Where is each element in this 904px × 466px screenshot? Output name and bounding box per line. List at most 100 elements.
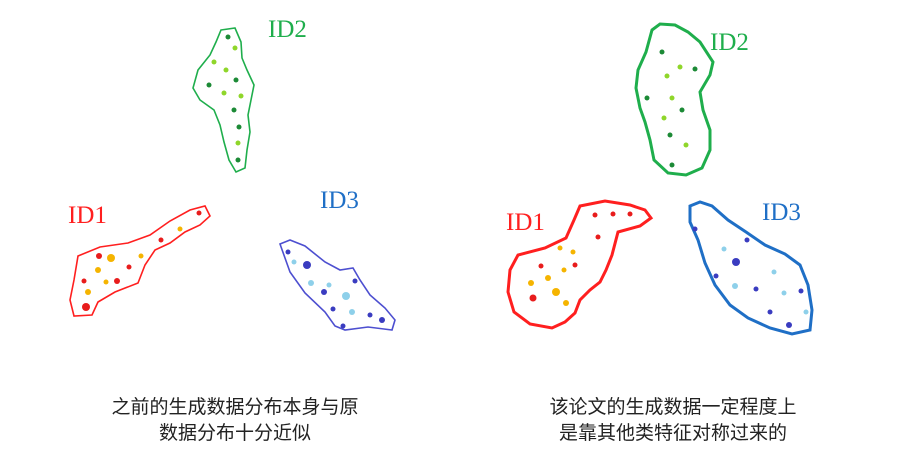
left-id3-point <box>367 312 373 318</box>
left-id2-point <box>236 124 242 130</box>
left-id2-point <box>238 93 244 99</box>
left-id1-point <box>81 278 87 284</box>
right-id2-point <box>669 162 675 168</box>
left-caption-line-2: 数据分布十分近似 <box>158 422 311 444</box>
left-id3-point <box>342 292 350 300</box>
right-id3-point <box>744 237 750 243</box>
right-id3-boundary <box>688 200 814 336</box>
left-id2-point <box>232 45 238 51</box>
left-id3-point <box>379 317 385 323</box>
left-id1-point <box>82 303 90 311</box>
left-id1-point <box>126 264 132 270</box>
right-id2-label: ID2 <box>710 29 749 56</box>
right-id2-point <box>644 95 650 101</box>
left-id2-point <box>231 107 237 113</box>
right-id1-point <box>529 294 537 302</box>
right-cluster-id2: ID2 <box>634 22 749 177</box>
right-id1-point <box>627 211 633 217</box>
right-id3-point <box>771 269 777 275</box>
right-id2-point <box>664 73 670 79</box>
right-id2-point <box>679 107 685 113</box>
left-id2-point <box>225 34 231 40</box>
left-id1-point <box>107 254 115 262</box>
right-id3-point <box>732 258 740 266</box>
left-id3-point <box>326 282 332 288</box>
right-id3-point <box>786 322 792 328</box>
right-panel: ID2 ID1 <box>506 22 814 336</box>
right-caption: 该论文的生成数据一定程度上 是靠其他类特征对称过来的 <box>503 394 843 446</box>
right-id1-point <box>610 211 616 217</box>
right-cluster-id3: ID3 <box>688 199 814 336</box>
left-id3-point <box>340 323 346 329</box>
right-caption-line-1: 该论文的生成数据一定程度上 <box>549 396 797 418</box>
left-id1-point <box>95 267 101 273</box>
right-id1-point <box>552 288 560 296</box>
left-id3-point <box>303 261 311 269</box>
left-id1-point <box>158 237 164 243</box>
left-id1-point <box>85 289 91 295</box>
left-id3-boundary <box>278 239 396 331</box>
left-id3-label: ID3 <box>320 187 359 214</box>
left-id1-point <box>196 210 202 216</box>
left-cluster-id1: ID1 <box>68 202 211 317</box>
right-id3-point <box>767 309 773 315</box>
right-id3-point <box>798 288 804 294</box>
left-id3-point <box>321 289 327 295</box>
right-id3-point <box>781 290 787 296</box>
left-id2-label: ID2 <box>268 16 307 43</box>
left-id1-point <box>177 226 183 232</box>
right-id1-point <box>545 275 551 281</box>
left-cluster-id3: ID3 <box>278 187 396 331</box>
right-id1-point <box>528 280 534 286</box>
left-id1-point <box>138 253 144 259</box>
right-id2-point <box>677 64 683 70</box>
left-id3-point <box>308 280 314 286</box>
left-id3-point <box>352 278 358 284</box>
left-id2-boundary <box>192 27 255 174</box>
left-caption: 之前的生成数据分布本身与原 数据分布十分近似 <box>60 394 410 446</box>
left-id2-point <box>235 140 241 146</box>
right-id2-point <box>683 142 689 148</box>
right-id1-point <box>538 263 544 269</box>
left-id1-boundary <box>69 205 211 317</box>
left-id3-point <box>291 259 297 265</box>
left-id2-point <box>211 59 217 65</box>
right-id1-point <box>592 212 598 218</box>
right-id1-point <box>557 245 563 251</box>
right-id3-point <box>721 246 727 252</box>
right-id1-point <box>595 234 601 240</box>
left-id1-point <box>96 253 102 259</box>
left-panel: ID2 ID1 <box>68 16 396 331</box>
left-id1-label: ID1 <box>68 202 107 229</box>
right-caption-line-2: 是靠其他类特征对称过来的 <box>558 422 787 444</box>
left-id3-point <box>285 249 291 255</box>
right-id1-point <box>570 249 576 255</box>
right-id2-boundary <box>634 22 715 177</box>
right-id3-point <box>692 226 698 232</box>
right-id2-point <box>669 95 675 101</box>
left-cluster-id2: ID2 <box>192 16 307 174</box>
left-id1-point <box>114 278 120 284</box>
left-id2-point <box>235 157 241 163</box>
right-id1-boundary <box>506 199 654 330</box>
right-id1-point <box>572 262 578 268</box>
right-id3-point <box>732 283 738 289</box>
right-id1-point <box>561 267 567 273</box>
right-id2-point <box>661 115 667 121</box>
right-id3-point <box>803 309 809 315</box>
right-id1-label: ID1 <box>506 209 545 236</box>
right-id2-point <box>667 132 673 138</box>
right-id1-point <box>563 300 569 306</box>
right-id3-point <box>713 273 719 279</box>
left-id2-point <box>221 90 227 96</box>
left-id2-point <box>233 77 239 83</box>
right-id3-label: ID3 <box>762 199 801 226</box>
left-id2-point <box>206 82 212 88</box>
right-id3-point <box>753 286 759 292</box>
right-id2-point <box>692 66 698 72</box>
left-id3-point <box>349 309 355 315</box>
left-id1-point <box>103 279 109 285</box>
right-id2-point <box>659 49 665 55</box>
left-id2-point <box>223 67 229 73</box>
